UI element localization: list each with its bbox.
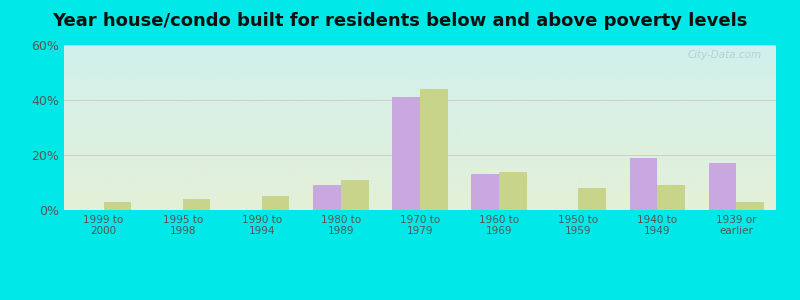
Bar: [578, 188, 606, 210]
Bar: [314, 185, 341, 210]
Bar: [737, 202, 764, 210]
Bar: [103, 202, 131, 210]
Text: Year house/condo built for residents below and above poverty levels: Year house/condo built for residents bel…: [52, 12, 748, 30]
Bar: [658, 185, 685, 210]
Bar: [392, 97, 420, 210]
Bar: [182, 199, 210, 210]
Bar: [262, 196, 290, 210]
Bar: [420, 89, 448, 210]
Bar: [630, 158, 658, 210]
Bar: [471, 174, 499, 210]
Text: City-Data.com: City-Data.com: [688, 50, 762, 60]
Bar: [709, 163, 737, 210]
Bar: [341, 180, 369, 210]
Bar: [499, 172, 526, 210]
